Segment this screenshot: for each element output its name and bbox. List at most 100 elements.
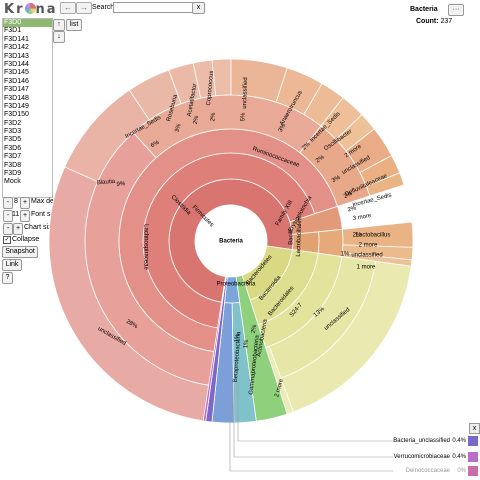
proteobacteria-label: Proteobacteria bbox=[216, 282, 256, 288]
dataset-item[interactable]: Mock bbox=[4, 178, 21, 186]
actino-pct-label: 2% bbox=[251, 324, 259, 334]
dataset-item[interactable]: F3D7 bbox=[4, 153, 22, 161]
chart-center[interactable] bbox=[195, 205, 267, 277]
bacilli-label: Bacilli bbox=[288, 229, 295, 245]
dataset-item[interactable]: F3D8 bbox=[4, 161, 22, 169]
chart-size-minus-button[interactable]: - bbox=[3, 223, 13, 235]
font-size-minus-button[interactable]: - bbox=[3, 210, 13, 222]
lactobacillales-wedge[interactable] bbox=[317, 228, 344, 258]
dataset-list-button[interactable]: list bbox=[66, 19, 82, 31]
logo-letter-k: K bbox=[4, 2, 17, 17]
clos-more-label: 3 more bbox=[352, 213, 372, 222]
count-value: 237 bbox=[440, 18, 453, 25]
firm-more-label: 1 more bbox=[357, 265, 376, 271]
legend-item-pct: 0.4% bbox=[452, 454, 466, 460]
acetatifactor-pct-label: 2% bbox=[193, 115, 201, 125]
max-depth-minus-button[interactable]: - bbox=[3, 197, 13, 209]
search-label: Search: bbox=[92, 4, 117, 11]
count-label: Count: bbox=[416, 18, 439, 25]
help-button[interactable]: ? bbox=[2, 272, 13, 284]
lactobacillus-label: Lactobacillus bbox=[356, 233, 391, 239]
legend-item: Bacteria_unclassified 0.4% bbox=[380, 436, 478, 446]
legend-item-pct: 0.4% bbox=[452, 438, 466, 444]
dataset-up-button[interactable]: ↑ bbox=[53, 19, 65, 31]
legend-item: Verrucomicrobiaceae 0.4% bbox=[380, 452, 478, 462]
dataset-item[interactable]: F3D145 bbox=[4, 69, 29, 77]
legend-item-name: Deinococcaceae bbox=[405, 468, 450, 474]
dataset-item[interactable]: F3D149 bbox=[4, 102, 29, 110]
dataset-list[interactable]: F3D0 F3D1 F3D141 F3D142 F3D143 F3D144 F3D145 F3… bbox=[2, 18, 53, 198]
max-depth-label: Max depth bbox=[31, 198, 64, 205]
dataset-item[interactable]: F3D142 bbox=[4, 44, 29, 52]
legend-leader-line bbox=[229, 382, 393, 472]
legend-close-button[interactable]: x bbox=[469, 423, 480, 434]
dataset-item[interactable]: F3D148 bbox=[4, 94, 29, 102]
clostridiales-other-wedge[interactable] bbox=[299, 125, 371, 207]
dataset-item[interactable]: F3D141 bbox=[4, 35, 29, 43]
lactobacillus-pct-label: 2% bbox=[353, 233, 362, 239]
count-display: Count: 237 bbox=[416, 18, 452, 25]
legend-leader-line bbox=[233, 382, 393, 458]
chart-size-plus-button[interactable]: + bbox=[13, 223, 23, 235]
dataset-item[interactable]: F3D144 bbox=[4, 60, 29, 68]
coprococcus-pct-label: 2% bbox=[210, 112, 217, 122]
defluviitaleaceae-pct-label: 2% bbox=[343, 191, 354, 200]
bact-more-label: 2 more bbox=[274, 378, 285, 398]
dataset-item[interactable]: F3D147 bbox=[4, 86, 29, 94]
dataset-item[interactable]: F3D150 bbox=[4, 111, 29, 119]
dataset-item[interactable]: F3D143 bbox=[4, 52, 29, 60]
betaproteobacteria-label: Betaproteobacteria bbox=[233, 331, 243, 383]
dataset-item[interactable]: F3D9 bbox=[4, 170, 22, 178]
back-button[interactable]: ← bbox=[60, 2, 76, 14]
dataset-item[interactable]: F3D146 bbox=[4, 77, 29, 85]
coprococcus-wedge[interactable] bbox=[211, 58, 232, 97]
dataset-item[interactable]: F3D6 bbox=[4, 144, 22, 152]
dataset-down-button[interactable]: ↓ bbox=[53, 31, 65, 43]
lacto-unclassified-pct-label: 1% bbox=[341, 252, 350, 258]
logo-letters-na: na bbox=[35, 2, 58, 17]
lactobacillales-label: Lactobacillales bbox=[296, 217, 303, 257]
font-size-value: 11 bbox=[12, 211, 20, 218]
anaerotruncus-pct-label: 3% bbox=[278, 122, 288, 133]
collapse-label: Collapse bbox=[12, 236, 40, 243]
blautia-label: Blautia bbox=[97, 179, 116, 187]
dataset-item[interactable]: F3D5 bbox=[4, 136, 22, 144]
legend-item-pct: 0% bbox=[457, 468, 466, 474]
legend-item-name: Verrucomicrobiaceae bbox=[393, 454, 450, 460]
logo-pie-icon bbox=[24, 3, 36, 14]
incertae-sedis-pct-label: 6% bbox=[150, 139, 161, 149]
gamma-pct-label: 1% bbox=[243, 339, 250, 349]
dataset-item[interactable]: F3D0 bbox=[3, 19, 52, 28]
legend-swatch bbox=[468, 436, 478, 446]
dataset-item[interactable]: F3D1 bbox=[4, 27, 22, 35]
lachno-pct-label: 28% bbox=[125, 319, 139, 331]
search-clear-button[interactable]: x bbox=[192, 2, 205, 14]
def-incertae-wedge[interactable] bbox=[365, 172, 405, 197]
krona-logo: Kr na bbox=[4, 2, 58, 17]
lachnospiraceae-label: Lachnospiraceae bbox=[142, 224, 148, 270]
rumi-unclassified-label: unclassified bbox=[242, 77, 249, 109]
blautia-pct-label: 9% bbox=[116, 181, 126, 188]
logo-letter-r: r bbox=[16, 2, 25, 17]
max-depth-plus-button[interactable]: + bbox=[20, 197, 30, 209]
font-size-label: Font size bbox=[31, 211, 60, 218]
legend-swatch bbox=[468, 452, 478, 462]
forward-button[interactable]: → bbox=[76, 2, 92, 14]
dataset-item[interactable]: F3D3 bbox=[4, 128, 22, 136]
rumi-unclassified-pct-label: 5% bbox=[240, 112, 246, 122]
font-size-plus-button[interactable]: + bbox=[20, 210, 30, 222]
acetatifactor-label: Acetatifactor bbox=[187, 83, 199, 117]
chart-wedges[interactable] bbox=[48, 58, 414, 424]
snapshot-button[interactable]: Snapshot bbox=[2, 246, 38, 258]
details-more-button[interactable]: ··· bbox=[448, 4, 464, 16]
collapse-checkbox[interactable]: ✓ bbox=[3, 236, 11, 244]
rumi-incertae-pct-label: 2% bbox=[301, 141, 312, 152]
link-button[interactable]: Link bbox=[2, 259, 22, 271]
dataset-item[interactable]: F3D2 bbox=[4, 119, 22, 127]
max-depth-value: 8 bbox=[14, 198, 18, 205]
beta-pct-label: 1% bbox=[234, 333, 241, 343]
oscillibacter-pct-label: 2% bbox=[315, 154, 326, 164]
roseburia-pct-label: 3% bbox=[175, 123, 183, 134]
def-incertae-pct-label: 2% bbox=[347, 205, 358, 213]
